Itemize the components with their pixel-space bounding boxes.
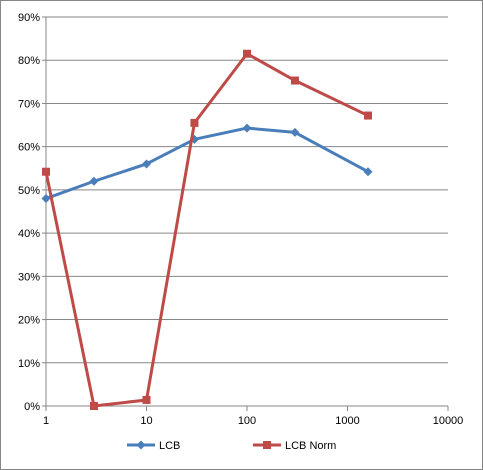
x-tick-label: 10000: [433, 415, 464, 427]
gridlines: [46, 16, 448, 364]
y-tick-label: 60%: [18, 142, 40, 154]
data-point: [290, 127, 300, 137]
x-tick-label: 1000: [335, 415, 359, 427]
x-tick-label: 10: [140, 415, 152, 427]
legend-item: LCB: [127, 440, 180, 452]
legend-item: LCB Norm: [253, 440, 336, 452]
series-lcb: [41, 123, 373, 204]
data-point: [89, 176, 99, 186]
axes: [42, 16, 449, 411]
legend-label: LCB Norm: [285, 440, 336, 452]
y-tick-label: 20%: [18, 315, 40, 327]
series-lcb-norm: [42, 49, 373, 410]
y-tick-label: 90%: [18, 12, 40, 24]
x-tick-label: 100: [238, 415, 256, 427]
y-tick-label: 30%: [18, 271, 40, 283]
y-tick-label: 70%: [18, 98, 40, 110]
data-point: [242, 123, 252, 133]
series-line: [44, 52, 370, 408]
series: [41, 49, 373, 410]
data-point: [42, 167, 50, 176]
y-tick-label: 80%: [18, 55, 40, 67]
legend-marker: [136, 440, 146, 450]
y-tick-label: 50%: [18, 185, 40, 197]
x-tick-label: 1: [43, 415, 49, 427]
data-point: [364, 111, 373, 120]
data-point: [190, 118, 199, 127]
series-line: [44, 126, 370, 201]
y-tick-label: 10%: [18, 358, 40, 370]
data-point: [41, 194, 51, 204]
data-point: [89, 402, 98, 410]
y-axis-tick-labels: 0% 10% 20% 30% 40% 50% 60% 70% 80% 90%: [18, 12, 40, 413]
legend-label: LCB: [159, 440, 180, 452]
data-point: [290, 76, 299, 85]
data-point: [142, 159, 151, 169]
y-tick-label: 0%: [24, 401, 40, 413]
y-tick-label: 40%: [18, 228, 40, 240]
legend: LCB LCB Norm: [127, 440, 336, 452]
legend-marker: [263, 441, 271, 449]
data-point: [142, 395, 151, 404]
x-axis-tick-labels: 1 10 100 1000 10000: [43, 415, 463, 427]
data-point: [363, 167, 373, 177]
data-point: [243, 49, 251, 58]
